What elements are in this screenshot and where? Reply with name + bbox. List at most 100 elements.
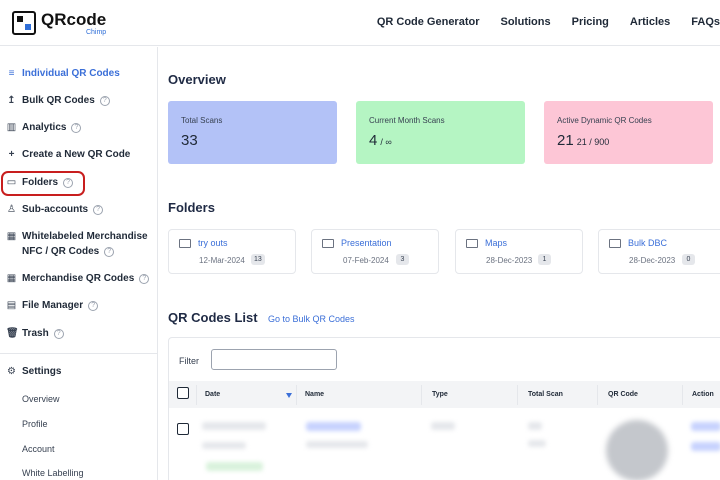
sidebar-item-merchandise-qr-codes[interactable]: ▦ Merchandise QR Codes ?	[6, 273, 150, 284]
column-separator	[682, 385, 683, 405]
blurred-date	[202, 422, 266, 430]
folder-card[interactable]: Presentation 07-Feb-2024 3	[311, 229, 439, 274]
qr-logo-icon	[12, 11, 36, 35]
folder-count: 13	[251, 254, 265, 265]
help-icon[interactable]: ?	[104, 246, 115, 257]
nav-pricing[interactable]: Pricing	[571, 16, 609, 28]
folder-icon	[179, 238, 191, 248]
bar-chart-icon: ▥	[6, 122, 17, 133]
qr-codes-list-title: QR Codes List	[168, 310, 258, 325]
folder-name: try outs	[198, 238, 228, 248]
folder-icon: ▭	[6, 177, 17, 188]
folder-date: 28-Dec-2023	[629, 256, 676, 265]
folder-count: 3	[396, 254, 409, 265]
stat-card-total-scans: Total Scans 33	[168, 101, 337, 164]
column-separator	[517, 385, 518, 405]
sidebar-item-folders[interactable]: ▭ Folders ?	[6, 177, 74, 188]
sidebar-item-label: Folders	[22, 177, 59, 188]
folders-highlight	[1, 171, 85, 196]
stat-value: 33	[181, 132, 198, 149]
trash-icon: 🗑	[6, 328, 19, 339]
column-separator	[421, 385, 422, 405]
column-total-scan[interactable]: Total Scan	[528, 391, 563, 398]
folder-card[interactable]: try outs 12-Mar-2024 13	[168, 229, 296, 274]
filter-input[interactable]	[211, 349, 337, 370]
settings-link-profile[interactable]: Profile	[22, 419, 48, 429]
sidebar-item-create-qr-code[interactable]: + Create a New QR Code	[6, 149, 131, 160]
folder-name: Presentation	[341, 238, 392, 248]
sidebar-item-individual-qr-codes[interactable]: ≡ Individual QR Codes	[6, 68, 120, 79]
nav-qr-code-generator[interactable]: QR Code Generator	[376, 16, 480, 28]
logo[interactable]: QRcode Chimp	[12, 8, 152, 38]
blurred-status	[206, 462, 263, 471]
help-icon[interactable]: ?	[139, 273, 150, 284]
settings-link-white-labelling[interactable]: White Labelling	[22, 468, 84, 478]
nav-articles[interactable]: Articles	[629, 16, 671, 28]
sidebar-item-settings[interactable]: ⚙ Settings	[6, 366, 61, 377]
nav-faqs[interactable]: FAQs	[691, 16, 720, 28]
sidebar-item-file-manager[interactable]: ▤ File Manager ?	[6, 300, 99, 311]
folder-name: Bulk DBC	[628, 238, 668, 248]
top-header: QRcode Chimp QR Code Generator Solutions…	[0, 0, 720, 46]
user-icon: ♙	[7, 204, 16, 215]
sidebar-item-label: Individual QR Codes	[22, 68, 120, 79]
sidebar-divider	[0, 353, 157, 354]
blurred-action[interactable]	[691, 422, 720, 431]
stat-label: Current Month Scans	[369, 116, 445, 125]
blurred-action-2[interactable]	[691, 442, 720, 451]
column-separator	[296, 385, 297, 405]
column-separator	[196, 385, 197, 405]
help-icon[interactable]: ?	[88, 300, 99, 311]
column-separator	[597, 385, 598, 405]
sidebar-item-label: Settings	[22, 366, 62, 377]
row-checkbox[interactable]	[177, 423, 189, 435]
stat-card-active-dynamic: Active Dynamic QR Codes 21 21 / 900	[544, 101, 713, 164]
stat-value: 21 21 / 900	[557, 132, 610, 149]
help-icon[interactable]: ?	[93, 204, 104, 215]
sidebar-item-label: Create a New QR Code	[22, 149, 131, 160]
stat-label: Active Dynamic QR Codes	[557, 116, 652, 125]
sort-desc-icon[interactable]	[286, 393, 292, 398]
stat-value: 4/ ∞	[369, 132, 392, 149]
go-to-bulk-link[interactable]: Go to Bulk QR Codes	[268, 314, 355, 324]
logo-sub: Chimp	[85, 28, 107, 36]
qr-code-image[interactable]	[606, 420, 668, 480]
blurred-name-sub	[306, 441, 368, 448]
folders-title: Folders	[168, 200, 215, 215]
select-all-checkbox[interactable]	[177, 387, 189, 399]
help-icon[interactable]: ?	[99, 95, 110, 106]
settings-link-overview[interactable]: Overview	[22, 394, 60, 404]
gear-icon: ⚙	[7, 366, 16, 377]
column-action: Action	[692, 391, 714, 398]
folder-card[interactable]: Bulk DBC 28-Dec-2023 0	[598, 229, 720, 274]
sidebar-item-analytics[interactable]: ▥ Analytics ?	[6, 122, 82, 133]
folder-card[interactable]: Maps 28-Dec-2023 1	[455, 229, 583, 274]
main-nav: QR Code Generator Solutions Pricing Arti…	[377, 16, 720, 28]
column-name[interactable]: Name	[305, 391, 325, 398]
blurred-scan-sub	[528, 440, 546, 447]
sidebar-item-trash[interactable]: 🗑 Trash ?	[6, 328, 64, 339]
sidebar-item-whitelabeled-merchandise[interactable]: ▦ Whitelabeled Merchandise NFC / QR Code…	[6, 231, 148, 259]
column-qr-code: QR Code	[608, 391, 638, 398]
sidebar-item-bulk-qr-codes[interactable]: ↥ Bulk QR Codes ?	[6, 95, 110, 106]
main-content: Overview Total Scans 33 Current Month Sc…	[159, 47, 720, 480]
column-date[interactable]: Date	[205, 391, 221, 398]
file-icon: ▤	[6, 300, 17, 311]
column-type[interactable]: Type	[432, 391, 448, 398]
sidebar-item-label: File Manager	[22, 300, 84, 311]
help-icon[interactable]: ?	[71, 122, 82, 133]
help-icon[interactable]: ?	[63, 177, 74, 188]
folder-count: 1	[538, 254, 551, 265]
folder-date: 07-Feb-2024	[343, 256, 389, 265]
overview-title: Overview	[168, 72, 226, 87]
table-header: Date Name Type Total Scan QR Code Action	[169, 381, 720, 408]
settings-link-account[interactable]: Account	[22, 444, 55, 454]
sidebar: ≡ Individual QR Codes ↥ Bulk QR Codes ? …	[0, 47, 158, 480]
layers-icon: ≡	[8, 68, 15, 79]
help-icon[interactable]: ?	[53, 328, 64, 339]
blurred-date-sub	[202, 442, 246, 449]
sidebar-item-sub-accounts[interactable]: ♙ Sub-accounts ?	[6, 204, 104, 215]
nav-solutions[interactable]: Solutions	[500, 16, 551, 28]
folder-icon	[466, 238, 478, 248]
grid-icon: ▦	[6, 273, 17, 284]
